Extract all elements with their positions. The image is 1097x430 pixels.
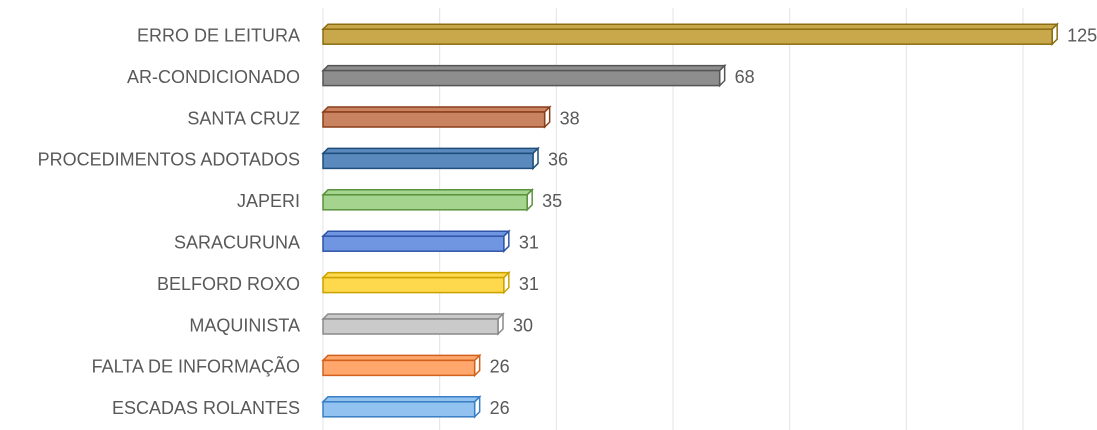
bar: [321, 105, 552, 129]
bar-front: [322, 194, 528, 211]
y-tick-label: ESCADAS ROLANTES: [112, 398, 300, 418]
bar: [321, 270, 511, 295]
bar: [321, 22, 1059, 47]
value-label: 36: [548, 150, 568, 170]
value-label: 68: [735, 67, 755, 87]
bar: [321, 394, 482, 419]
bar-front: [322, 401, 476, 418]
bar-front: [322, 152, 534, 170]
y-tick-label: BELFORD ROXO: [157, 274, 300, 294]
bar: [321, 353, 482, 378]
y-tick-label: AR-CONDICIONADO: [127, 67, 300, 87]
bar: [321, 187, 534, 212]
y-tick-label: FALTA DE INFORMAÇÃO: [92, 356, 300, 377]
value-label: 31: [519, 274, 539, 294]
y-tick-label: SANTA CRUZ: [187, 108, 300, 128]
bar-front: [322, 359, 476, 377]
y-tick-label: PROCEDIMENTOS ADOTADOS: [38, 150, 300, 170]
value-label: 35: [542, 191, 562, 211]
y-tick-label: JAPERI: [237, 191, 300, 211]
bar-front: [322, 276, 505, 294]
bar-front: [322, 28, 1053, 45]
value-label: 31: [519, 232, 539, 252]
y-tick-label: ERRO DE LEITURA: [137, 25, 300, 45]
bar-front: [322, 111, 546, 128]
bar: [321, 229, 511, 254]
value-label: 26: [490, 398, 510, 418]
y-tick-label: MAQUINISTA: [189, 315, 300, 335]
bar-front: [322, 235, 505, 252]
bar-front: [322, 69, 721, 87]
value-label: 26: [490, 357, 510, 377]
value-label: 38: [560, 108, 580, 128]
bar: [321, 146, 540, 171]
bar-front: [322, 318, 499, 335]
y-tick-label: SARACURUNA: [174, 232, 300, 252]
bar: [321, 312, 505, 336]
value-label: 30: [513, 315, 533, 335]
value-label: 125: [1067, 25, 1097, 45]
bar: [321, 63, 727, 88]
